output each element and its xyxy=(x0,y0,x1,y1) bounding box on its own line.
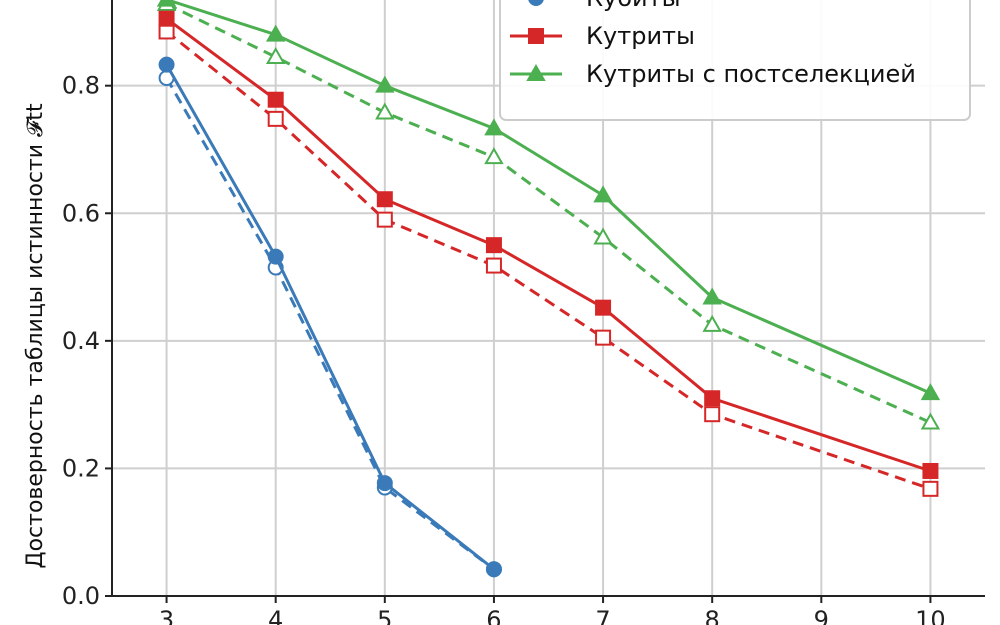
data-point xyxy=(267,91,284,108)
data-point xyxy=(484,147,504,165)
data-point xyxy=(156,0,177,7)
y-tick-label: 0.4 xyxy=(62,327,100,355)
series-4 xyxy=(156,0,941,401)
y-tick-label: 0.0 xyxy=(62,582,100,610)
legend-marker xyxy=(528,0,544,6)
data-point xyxy=(485,257,502,274)
data-point xyxy=(485,237,502,254)
data-point xyxy=(920,412,941,430)
series-group xyxy=(156,0,941,578)
legend-marker xyxy=(526,63,546,81)
series-5 xyxy=(156,0,941,430)
x-tick-label: 3 xyxy=(159,606,174,625)
series-line xyxy=(165,63,495,571)
axes xyxy=(105,0,985,603)
x-tick-label: 6 xyxy=(486,606,501,625)
data-point xyxy=(920,383,941,401)
data-point xyxy=(922,462,939,479)
data-point xyxy=(593,185,613,203)
tick-labels: 0.0 0.2 0.4 0.6 0.8 3 4 5 6 7 8 9 10 xyxy=(62,72,946,625)
data-point xyxy=(702,314,722,332)
data-point xyxy=(267,248,284,265)
y-tick-label: 0.6 xyxy=(62,199,100,227)
legend-item: Кутриты xyxy=(510,22,695,50)
legend-item: Кубиты xyxy=(528,0,681,12)
x-tick-label: 4 xyxy=(268,606,283,625)
series-0 xyxy=(158,56,502,578)
x-tick-label: 7 xyxy=(595,606,610,625)
data-point xyxy=(376,475,393,492)
data-point xyxy=(704,390,721,407)
data-point xyxy=(704,406,721,423)
x-tick-label: 10 xyxy=(915,606,946,625)
data-point xyxy=(158,10,175,27)
legend-label: Кутриты xyxy=(586,22,695,50)
data-point xyxy=(593,227,613,245)
data-point xyxy=(265,24,286,42)
series-1 xyxy=(158,70,502,578)
legend-marker xyxy=(528,28,544,44)
y-axis-label: Достоверность таблицы истинности 𝓕tt xyxy=(23,103,48,569)
data-point xyxy=(375,102,395,120)
legend-label: Кутриты с постселекцией xyxy=(586,60,916,88)
data-point xyxy=(595,299,612,316)
data-point xyxy=(922,480,939,497)
x-tick-label: 8 xyxy=(705,606,720,625)
legend-label: Кубиты xyxy=(586,0,681,12)
series-line xyxy=(165,77,495,571)
y-tick-label: 0.8 xyxy=(62,72,100,100)
data-point xyxy=(158,56,175,73)
data-point xyxy=(376,191,393,208)
data-point xyxy=(267,110,284,127)
y-tick-label: 0.2 xyxy=(62,454,100,482)
legend-item: Кутриты с постселекцией xyxy=(510,60,916,88)
data-point xyxy=(484,118,504,136)
x-tick-label: 9 xyxy=(814,606,829,625)
data-point xyxy=(702,287,722,305)
series-2 xyxy=(158,10,939,479)
x-tick-label: 5 xyxy=(377,606,392,625)
legend-frame xyxy=(499,0,971,121)
legend: Кубиты Кутриты Кутриты с постселекцией xyxy=(499,0,971,121)
data-point xyxy=(265,46,286,64)
data-point xyxy=(376,211,393,228)
data-point xyxy=(375,75,395,93)
data-point xyxy=(595,329,612,346)
data-point xyxy=(485,561,502,578)
